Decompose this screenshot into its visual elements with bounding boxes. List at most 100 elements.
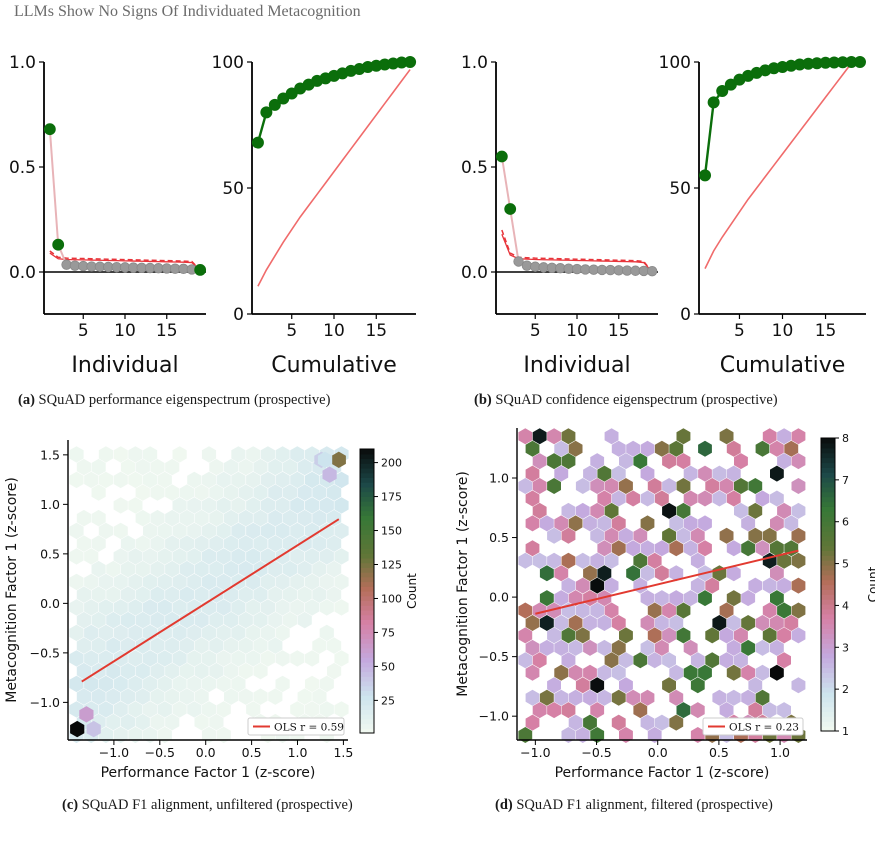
y-tick-label: 50 [669,179,691,199]
hex-cell [568,689,583,706]
hex-cell [69,471,84,489]
hex-cell [532,552,547,569]
x-tick-label: −1.0 [99,745,129,760]
hex-cell [770,540,784,557]
hex-cell [539,565,554,582]
cumulative-point [707,96,720,109]
hex-cell [194,688,209,705]
colorbar-segment [360,505,374,512]
hex-cell [518,602,533,619]
colorbar-segment [821,501,835,507]
hex-cell [216,497,231,514]
hex-cell [647,627,662,644]
hex-cell [172,701,187,718]
hex-cell [626,490,640,507]
hex-cell-highlight [322,466,337,483]
hex-cell [84,599,99,616]
hex-cell [777,552,791,569]
y-tick-label: 1.0 [461,53,488,73]
hex-cell [669,615,684,631]
hex-cell [719,478,734,494]
null-mean-line [49,252,201,271]
hex-cell [224,586,239,603]
hex-cell [683,639,698,656]
colorbar-segment [821,462,835,468]
x-tick-label: 5 [78,321,89,341]
hex-cell [755,615,770,631]
hex-cell [561,727,576,743]
hex-cell [690,677,705,694]
hex-cell [705,478,720,494]
colorbar-segment [821,667,835,673]
hexbin-layer [69,446,349,744]
hex-cell [253,662,268,680]
hex-cell [633,453,648,470]
colorbar-tick-label: 125 [381,559,402,572]
x-tick-label: 0.0 [196,745,216,760]
hex-cell [777,602,791,619]
hex-cell [128,599,143,616]
hex-cell [647,552,662,569]
hex-cell [231,650,246,667]
y-tick-label: 0.0 [40,596,60,611]
colorbar-segment [821,696,835,703]
hex-cell [143,548,158,565]
y-axis-label: Metacognition Factor 1 (z-score) [455,471,471,697]
hex-cell [194,560,209,578]
hex-cell [319,599,334,616]
hex-cell [654,440,669,457]
hex-cell [231,624,246,642]
hex-cell [698,540,712,557]
hex-cell [662,527,676,544]
hex-cell [290,548,305,565]
hex-cell [275,522,290,540]
hex-cell [590,552,605,569]
eigen-connect-line [48,129,201,271]
hex-cell [518,627,533,644]
hex-cell [224,662,239,680]
colorbar-segment [360,676,374,682]
hex-cell [290,522,305,540]
hex-cell [238,662,253,680]
hex-cell [128,650,143,667]
x-tick-label: 0.0 [648,745,668,760]
hex-cell [260,599,275,616]
hex-cell [275,471,290,489]
hex-cell [525,515,540,532]
hex-cell [224,611,239,629]
hex-cell [654,714,669,731]
colorbar-segment [360,680,374,687]
hex-cell [253,484,268,501]
hex-cell [319,497,334,514]
colorbar-segment [360,704,374,710]
hex-cell [525,465,540,482]
hex-cell [611,664,626,681]
hex-cell [290,497,305,514]
colorbar-segment [821,662,835,669]
hex-cell [547,552,561,569]
hex-cell [246,522,261,540]
hex-cell [327,662,342,680]
hex-cell [157,548,172,565]
colorbar-segment [821,438,835,444]
hex-cell [755,490,770,507]
hex-cell [633,652,648,669]
hex-cell [209,458,224,476]
hex-cell [216,624,231,642]
hex-cell [654,590,669,607]
colorbar-segment [360,453,374,460]
hex-cell [260,471,275,489]
y-tick-label: 100 [212,53,244,73]
x-tick-label: 10 [566,321,588,341]
hex-cell [734,478,748,494]
hex-cell [568,515,583,532]
y-axis-label: Metacognition Factor 1 (z-score) [4,477,20,703]
hex-cell [583,714,597,731]
hex-cell [84,675,99,693]
hex-cell [98,675,113,693]
hex-cell [532,702,547,719]
x-tick-label: −0.5 [581,745,611,760]
colorbar-segment [821,540,835,547]
hex-cell [201,675,217,693]
hex-cell [201,522,217,540]
